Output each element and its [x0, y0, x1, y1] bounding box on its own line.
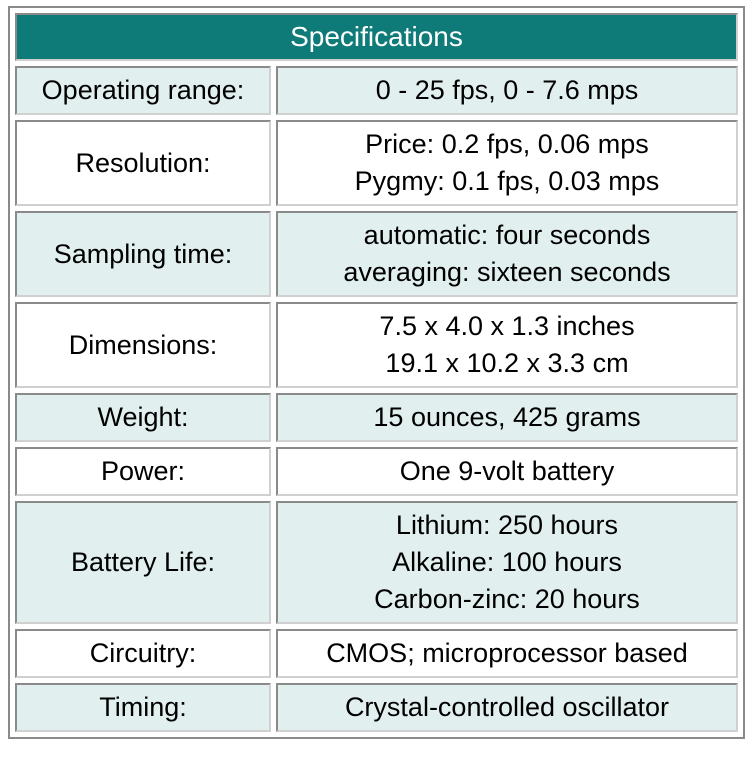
spec-value-line: Price: 0.2 fps, 0.06 mps	[365, 129, 649, 159]
spec-value: Crystal-controlled oscillator	[276, 683, 738, 732]
spec-row-dimensions: Dimensions: 7.5 x 4.0 x 1.3 inches 19.1 …	[15, 302, 738, 388]
specifications-table: Specifications Operating range: 0 - 25 f…	[8, 6, 745, 739]
spec-label: Operating range:	[15, 66, 271, 115]
spec-value: Lithium: 250 hours Alkaline: 100 hours C…	[276, 501, 738, 624]
spec-value: automatic: four seconds averaging: sixte…	[276, 211, 738, 297]
spec-value-line: Alkaline: 100 hours	[392, 547, 622, 577]
spec-value: 7.5 x 4.0 x 1.3 inches 19.1 x 10.2 x 3.3…	[276, 302, 738, 388]
spec-label: Power:	[15, 447, 271, 496]
spec-value-line: 15 ounces, 425 grams	[373, 402, 641, 432]
spec-row-battery-life: Battery Life: Lithium: 250 hours Alkalin…	[15, 501, 738, 624]
spec-value: Price: 0.2 fps, 0.06 mps Pygmy: 0.1 fps,…	[276, 120, 738, 206]
spec-value-line: 19.1 x 10.2 x 3.3 cm	[385, 348, 629, 378]
spec-value-line: 7.5 x 4.0 x 1.3 inches	[379, 311, 635, 341]
spec-value-line: Lithium: 250 hours	[395, 510, 619, 540]
spec-label: Circuitry:	[15, 629, 271, 678]
spec-row-power: Power: One 9-volt battery	[15, 447, 738, 496]
spec-label: Sampling time:	[15, 211, 271, 297]
spec-label: Dimensions:	[15, 302, 271, 388]
spec-value-line: Pygmy: 0.1 fps, 0.03 mps	[354, 166, 660, 196]
spec-value-line: automatic: four seconds	[363, 220, 651, 250]
spec-label: Timing:	[15, 683, 271, 732]
spec-value-line: 0 - 25 fps, 0 - 7.6 mps	[375, 75, 639, 105]
table-header-row: Specifications	[15, 13, 738, 61]
spec-value-line: Crystal-controlled oscillator	[344, 692, 670, 722]
spec-row-sampling-time: Sampling time: automatic: four seconds a…	[15, 211, 738, 297]
spec-value: CMOS; microprocessor based	[276, 629, 738, 678]
table-title: Specifications	[15, 13, 738, 61]
spec-label: Weight:	[15, 393, 271, 442]
spec-value-line: averaging: sixteen seconds	[343, 257, 671, 287]
spec-row-circuitry: Circuitry: CMOS; microprocessor based	[15, 629, 738, 678]
spec-value-line: CMOS; microprocessor based	[326, 638, 688, 668]
spec-row-timing: Timing: Crystal-controlled oscillator	[15, 683, 738, 732]
spec-value-line: Carbon-zinc: 20 hours	[374, 584, 640, 614]
spec-label: Battery Life:	[15, 501, 271, 624]
spec-row-operating-range: Operating range: 0 - 25 fps, 0 - 7.6 mps	[15, 66, 738, 115]
spec-row-weight: Weight: 15 ounces, 425 grams	[15, 393, 738, 442]
spec-value: One 9-volt battery	[276, 447, 738, 496]
spec-value: 0 - 25 fps, 0 - 7.6 mps	[276, 66, 738, 115]
spec-label: Resolution:	[15, 120, 271, 206]
spec-value: 15 ounces, 425 grams	[276, 393, 738, 442]
spec-row-resolution: Resolution: Price: 0.2 fps, 0.06 mps Pyg…	[15, 120, 738, 206]
spec-value-line: One 9-volt battery	[399, 456, 615, 486]
